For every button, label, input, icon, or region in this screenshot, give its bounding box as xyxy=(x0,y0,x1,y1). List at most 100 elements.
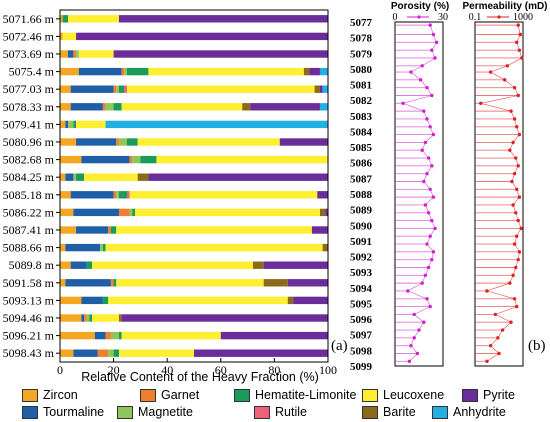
bar-garnet-4 xyxy=(113,85,117,93)
bar-garnet-19 xyxy=(97,349,109,357)
bar-leucoxene-1 xyxy=(62,32,77,41)
bar-tourmaline-6 xyxy=(65,120,69,129)
depth-label-15: 5092 xyxy=(350,252,373,264)
bar-leucoxene-12 xyxy=(116,226,312,234)
category-label-1: 5072.46 m xyxy=(3,29,55,43)
bar-leucoxene-6 xyxy=(76,120,106,129)
bar-tourmaline-9 xyxy=(65,173,74,181)
bar-pyrite-19 xyxy=(194,349,328,357)
depth-label-18: 5095 xyxy=(350,298,373,310)
depth-label-4: 5081 xyxy=(350,80,372,92)
category-label-9: 5084.25 m xyxy=(3,170,55,184)
bar-zircon-8 xyxy=(60,155,82,164)
depth-label-14: 5091 xyxy=(350,236,372,248)
bar-tourmaline-2 xyxy=(68,50,74,58)
bar-tourmaline-19 xyxy=(73,349,98,357)
bar-anhydrite-3 xyxy=(319,67,328,76)
depth-label-3: 5080 xyxy=(350,64,373,76)
bar-zircon-1 xyxy=(60,32,63,41)
figure: 5071.66 m 5072.46 m 5073.69 m 5075.4 m 5077.… xyxy=(3,1,548,384)
bar-leucoxene-17 xyxy=(92,314,119,322)
bar-barite-4 xyxy=(314,85,320,93)
legend-swatch-garnet xyxy=(140,388,156,402)
panel-label-a: (a) xyxy=(331,338,348,354)
bar-hematite-limonite-11 xyxy=(132,208,136,217)
legend-item-zircon: Zircon xyxy=(22,388,78,402)
bar-leucoxene-9 xyxy=(84,173,138,181)
bar-garnet-5 xyxy=(102,103,106,111)
bar-magnetite-4 xyxy=(116,85,119,93)
category-label-8: 5082.68 m xyxy=(3,153,55,167)
legend-label-rutile: Rutile xyxy=(275,405,307,419)
bar-garnet-18 xyxy=(105,331,111,340)
legend-item-garnet: Garnet xyxy=(140,388,199,402)
legend-label-zircon: Zircon xyxy=(43,388,78,402)
legend-label-hematite-limonite: Hematite-Limonite xyxy=(255,388,357,402)
x-tick-label-1: 20 xyxy=(108,363,120,377)
bar-pyrite-18 xyxy=(220,331,328,340)
bar-zircon-12 xyxy=(60,226,77,234)
bar-hematite-limonite-7 xyxy=(127,138,138,146)
bar-magnetite-6 xyxy=(68,120,74,129)
bar-barite-15 xyxy=(263,279,288,287)
bar-zircon-4 xyxy=(60,85,71,93)
depth-label-2: 5079 xyxy=(350,48,373,60)
bar-zircon-17 xyxy=(60,314,82,322)
bar-zircon-11 xyxy=(60,208,74,217)
bar-barite-11 xyxy=(319,208,326,217)
bar-magnetite-10 xyxy=(116,191,119,199)
x-tick-label-4: 80 xyxy=(268,363,280,377)
bar-magnetite-13 xyxy=(100,243,103,252)
depth-label-21: 5098 xyxy=(350,345,373,357)
bar-magnetite-8 xyxy=(132,155,141,164)
bar-tourmaline-11 xyxy=(73,208,119,217)
porosity-scale-label-1: 30 xyxy=(438,12,448,23)
legend-label-tourmaline: Tourmaline xyxy=(43,405,105,419)
bar-garnet-11 xyxy=(118,208,130,217)
category-label-0: 5071.66 m xyxy=(3,12,55,26)
depth-label-12: 5089 xyxy=(350,205,373,217)
legend-item-tourmaline: Tourmaline xyxy=(22,405,104,419)
bar-tourmaline-13 xyxy=(65,243,101,252)
depth-label-0: 5077 xyxy=(350,17,373,29)
category-label-13: 5088.66 m xyxy=(3,241,55,255)
bar-tourmaline-3 xyxy=(78,67,122,76)
panel-a-frame xyxy=(59,9,329,363)
bar-magnetite-2 xyxy=(76,50,79,58)
bar-hematite-limonite-14 xyxy=(86,261,93,269)
bar-rutile-10 xyxy=(127,191,130,199)
depth-label-1: 5078 xyxy=(350,33,373,45)
bar-hematite-limonite-6 xyxy=(73,120,77,129)
bar-hematite-limonite-12 xyxy=(110,226,117,234)
bar-zircon-9 xyxy=(60,173,66,181)
bar-garnet-17 xyxy=(84,314,87,322)
bar-magnetite-11 xyxy=(129,208,133,217)
bar-magnetite-5 xyxy=(105,103,114,111)
bar-leucoxene-14 xyxy=(92,261,253,269)
bar-barite-16 xyxy=(287,296,294,305)
bar-magnetite-9 xyxy=(73,173,77,181)
bar-hematite-limonite-13 xyxy=(102,243,106,252)
bar-leucoxene-2 xyxy=(78,50,114,58)
bar-hematite-limonite-3 xyxy=(127,67,149,76)
depth-label-9: 5086 xyxy=(350,158,373,170)
bar-pyrite-3 xyxy=(309,67,320,76)
bar-pyrite-17 xyxy=(121,314,328,322)
x-tick-label-3: 60 xyxy=(215,363,227,377)
bar-hematite-limonite-0 xyxy=(62,15,69,23)
bar-zircon-7 xyxy=(60,138,77,146)
bar-pyrite-7 xyxy=(279,138,328,146)
legend-label-magnetite: Magnetite xyxy=(138,405,193,419)
category-label-16: 5093.13 m xyxy=(3,293,55,307)
porosity-curve xyxy=(402,25,437,362)
legend-item-barite: Barite xyxy=(362,405,416,419)
depth-label-17: 5094 xyxy=(350,283,373,295)
legend-item-leucoxene: Leucoxene xyxy=(362,388,444,402)
depth-label-11: 5088 xyxy=(350,189,373,201)
bar-pyrite-2 xyxy=(113,50,328,58)
bar-tourmaline-4 xyxy=(70,85,114,93)
bar-zircon-5 xyxy=(60,103,71,111)
permeability-scale-marker xyxy=(497,15,501,19)
legend-swatch-zircon xyxy=(22,388,38,402)
legend-label-leucoxene: Leucoxene xyxy=(383,388,445,402)
